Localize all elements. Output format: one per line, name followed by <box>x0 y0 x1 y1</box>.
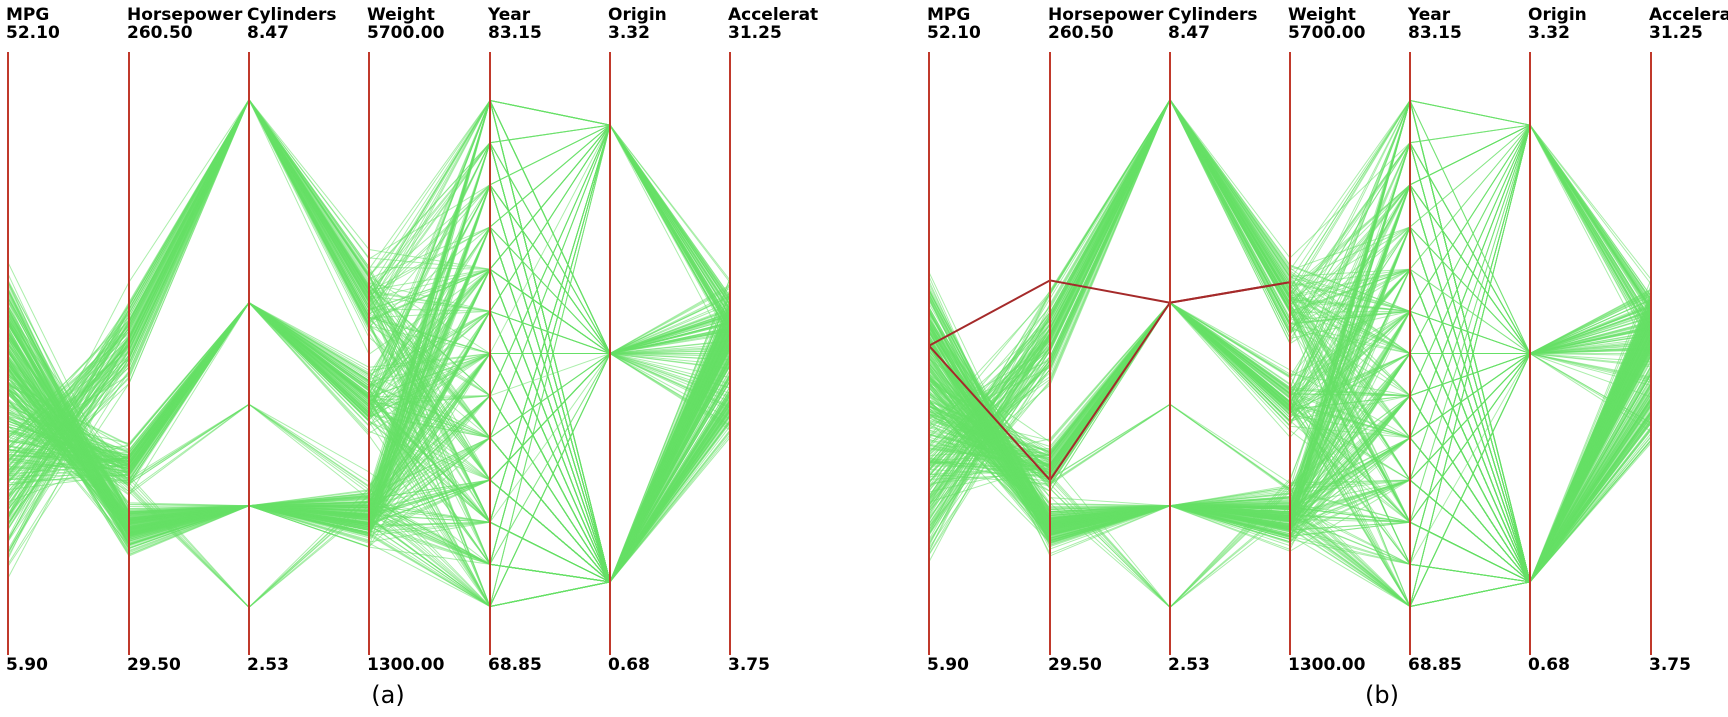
axis-min-label: 2.53 <box>1168 655 1210 675</box>
axis-title: MPG <box>927 5 970 25</box>
axis-min-label: 29.50 <box>1048 655 1102 675</box>
axis-title: Horsepower <box>127 5 243 25</box>
axis-min-label: 3.75 <box>728 655 770 675</box>
axis-title: Weight <box>1288 5 1356 25</box>
axis-min-label: 2.53 <box>247 655 289 675</box>
axis-max-label: 3.32 <box>1528 23 1570 43</box>
axis-max-label: 52.10 <box>927 23 981 43</box>
axis-title: Horsepower <box>1048 5 1164 25</box>
axis-title: Accelerat <box>728 5 818 25</box>
axis-max-label: 8.47 <box>1168 23 1210 43</box>
axis-min-label: 68.85 <box>488 655 542 675</box>
axis-title: Origin <box>608 5 667 25</box>
axis-min-label: 68.85 <box>1408 655 1462 675</box>
axis-max-label: 31.25 <box>728 23 782 43</box>
axis-max-label: 260.50 <box>127 23 193 43</box>
axis-title: MPG <box>6 5 49 25</box>
axis-min-label: 29.50 <box>127 655 181 675</box>
axis-max-label: 83.15 <box>488 23 542 43</box>
axis-title: Origin <box>1528 5 1587 25</box>
axis-min-label: 5.90 <box>6 655 48 675</box>
axis-title: Year <box>487 5 531 25</box>
axis-title: Year <box>1407 5 1451 25</box>
highlighted-polyline <box>928 279 1291 347</box>
axis-min-label: 1300.00 <box>367 655 445 675</box>
axis-max-label: 260.50 <box>1048 23 1114 43</box>
axis-max-label: 5700.00 <box>367 23 445 43</box>
axis-max-label: 8.47 <box>247 23 289 43</box>
axis-min-label: 0.68 <box>1528 655 1570 675</box>
axis-min-label: 3.75 <box>1649 655 1691 675</box>
axis-max-label: 83.15 <box>1408 23 1462 43</box>
axis-max-label: 31.25 <box>1649 23 1703 43</box>
panel-b-highlighted-polylines <box>928 279 1291 482</box>
axis-title: Accelerat <box>1649 5 1728 25</box>
axis-min-label: 0.68 <box>608 655 650 675</box>
axis-min-label: 1300.00 <box>1288 655 1366 675</box>
axis-max-label: 3.32 <box>608 23 650 43</box>
axis-title: Cylinders <box>1168 5 1258 25</box>
panel-a-caption: (a) <box>371 681 404 709</box>
axis-max-label: 5700.00 <box>1288 23 1366 43</box>
axis-min-label: 5.90 <box>927 655 969 675</box>
axis-title: Weight <box>367 5 435 25</box>
axis-max-label: 52.10 <box>6 23 60 43</box>
panel-b-caption: (b) <box>1365 681 1399 709</box>
axis-title: Cylinders <box>247 5 337 25</box>
